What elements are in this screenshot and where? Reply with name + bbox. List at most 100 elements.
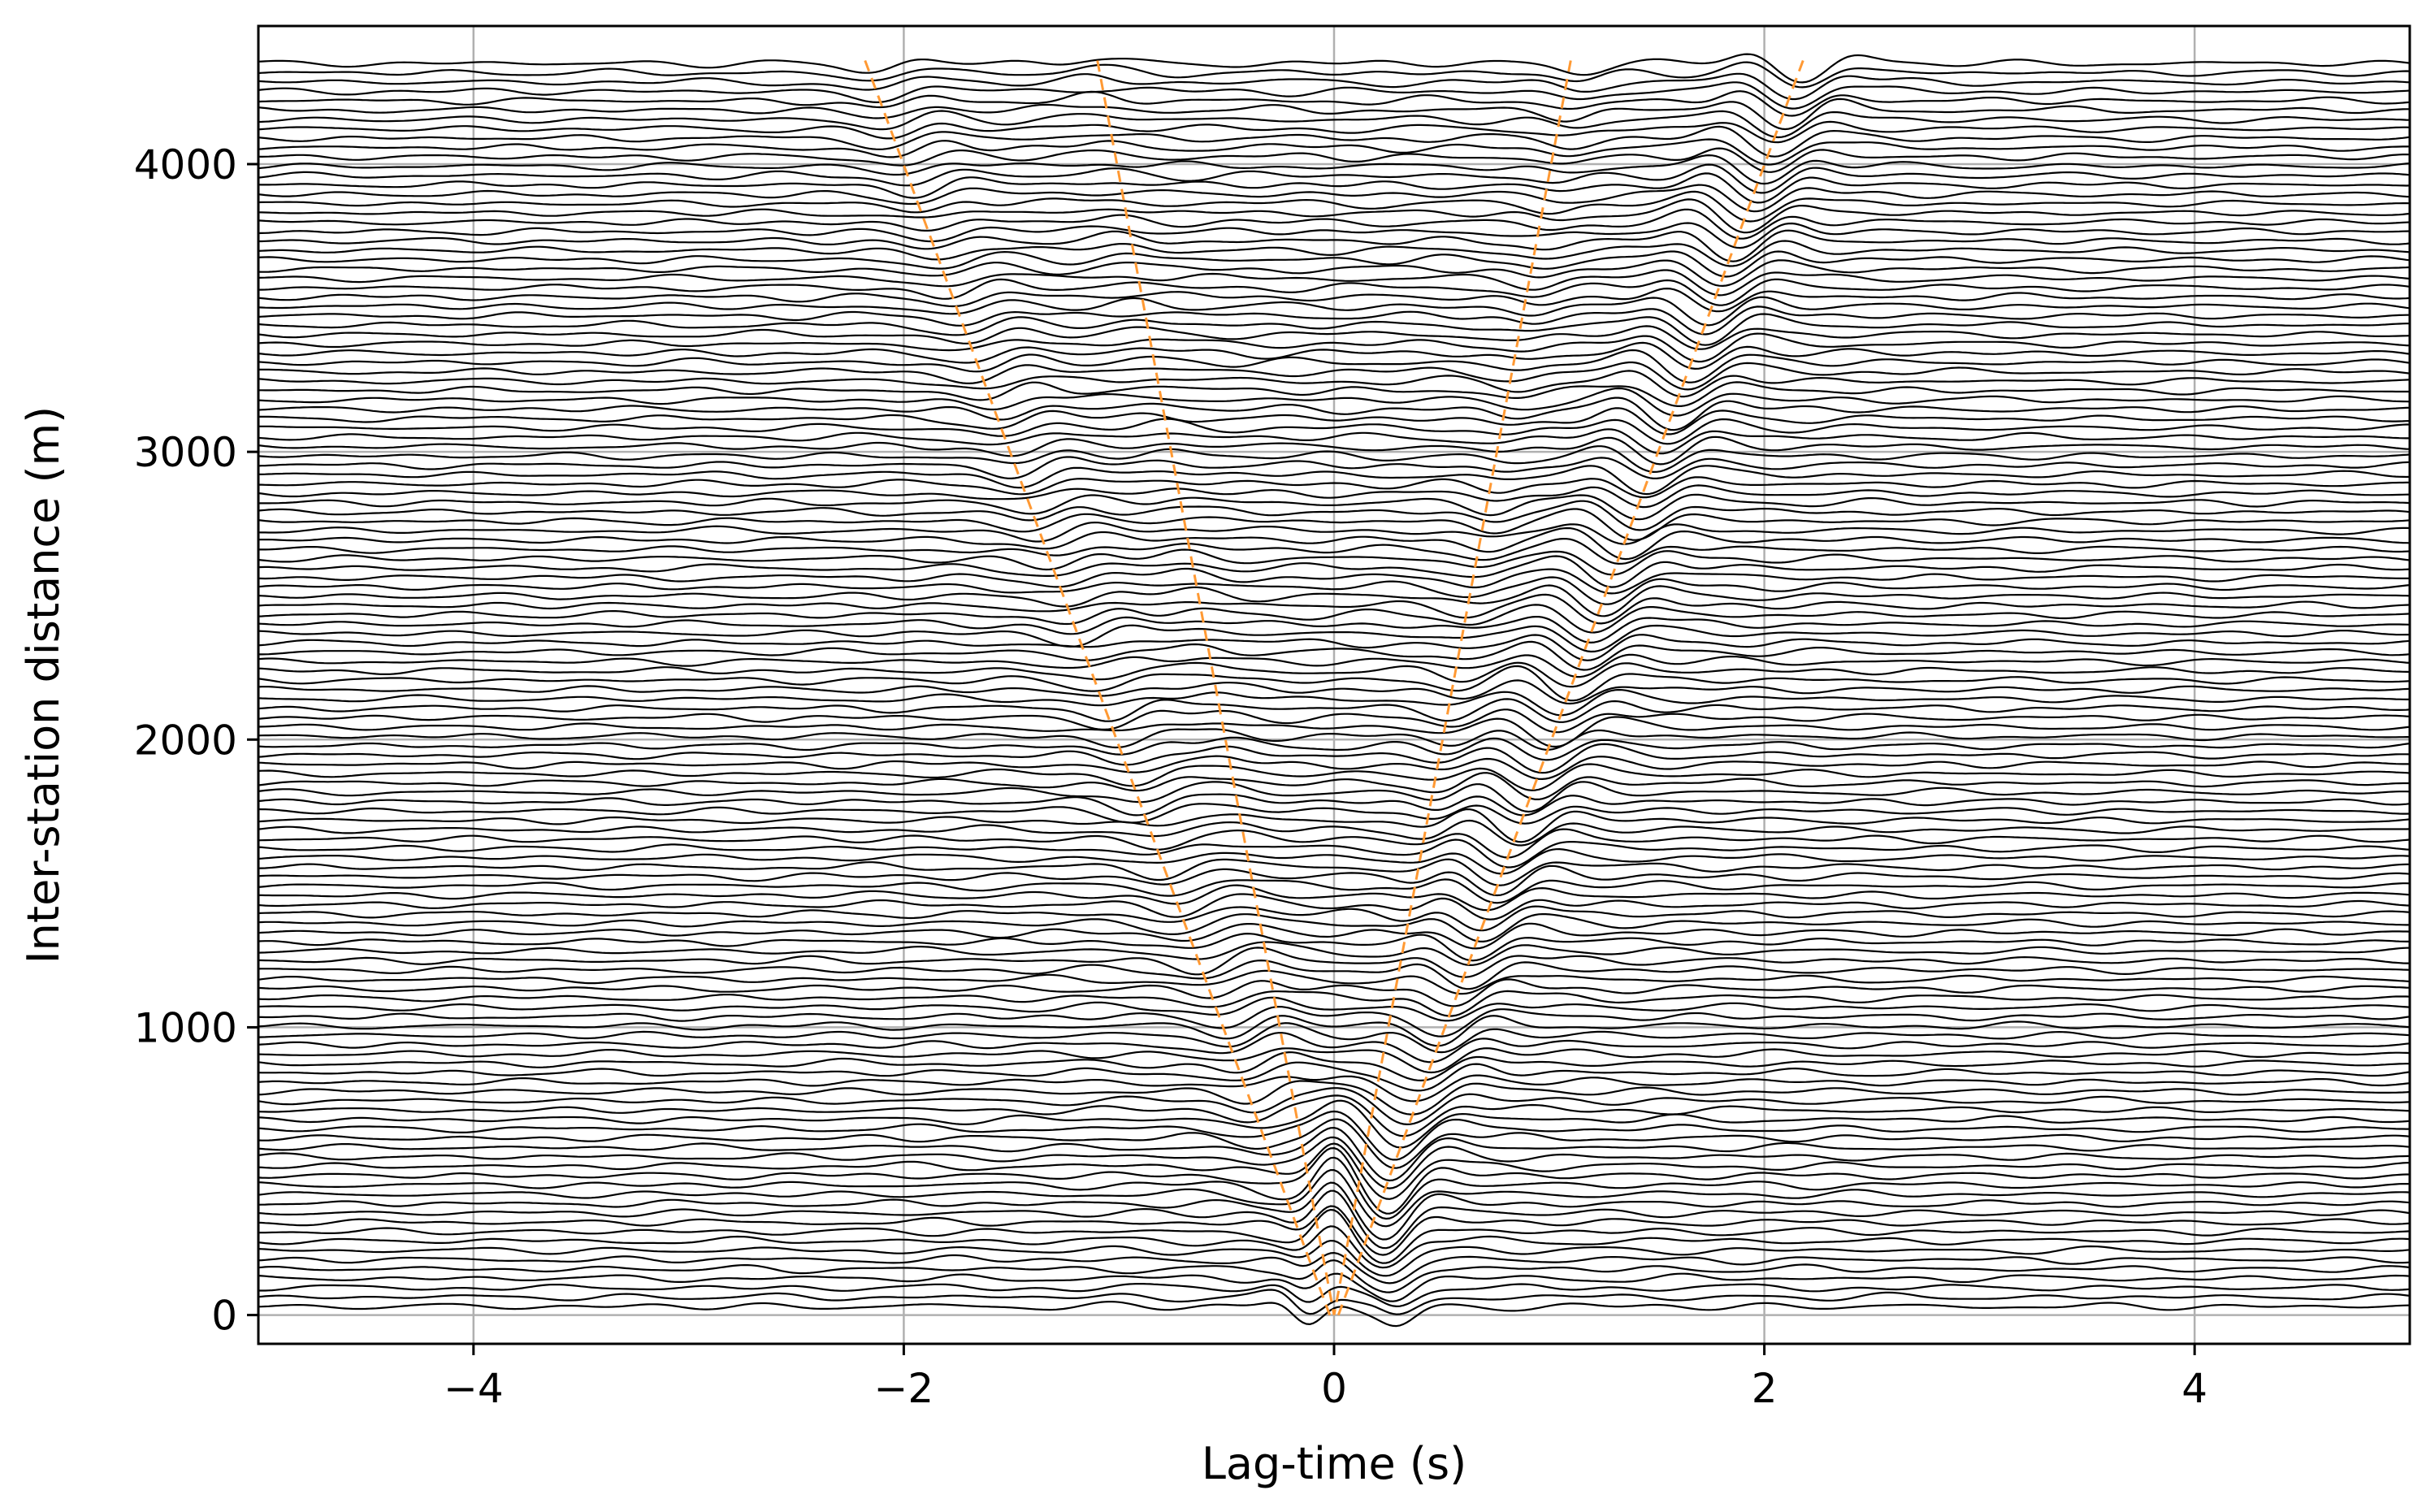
trace-line <box>258 828 2410 859</box>
trace-line <box>258 198 2410 234</box>
trace-line <box>258 819 2410 847</box>
trace-line <box>258 508 2410 541</box>
trace-line <box>258 484 2410 509</box>
trace-line <box>258 878 2410 904</box>
trace-line <box>258 1136 2410 1189</box>
trace-line <box>258 708 2410 734</box>
trace-line <box>258 1283 2410 1307</box>
trace-line <box>258 1061 2410 1092</box>
x-tick-label: 0 <box>1321 1365 1347 1412</box>
trace-line <box>258 1205 2410 1256</box>
trace-line <box>258 1142 2410 1200</box>
trace-line <box>258 72 2410 101</box>
trace-line <box>258 728 2410 751</box>
trace-line <box>258 349 2410 383</box>
trace-line <box>258 763 2410 791</box>
x-axis-label: Lag-time (s) <box>1202 1438 1466 1489</box>
trace-line <box>258 679 2410 705</box>
trace-line <box>258 1099 2410 1149</box>
trace-line <box>258 229 2410 262</box>
y-tick-label: 1000 <box>134 1004 237 1051</box>
trace-line <box>258 269 2410 297</box>
trace-line <box>258 555 2410 588</box>
trace-line <box>258 604 2410 634</box>
moveout-lines <box>864 59 1804 1316</box>
trace-line <box>258 154 2410 185</box>
trace-line <box>258 1259 2410 1293</box>
trace-line <box>258 947 2410 978</box>
trace-line <box>258 1118 2410 1169</box>
trace-line <box>258 1147 2410 1215</box>
trace-line <box>258 772 2410 800</box>
trace-line <box>258 990 2410 1017</box>
x-tick-label: 4 <box>2181 1365 2207 1412</box>
trace-line <box>258 305 2410 336</box>
trace-line <box>258 341 2410 370</box>
trace-line <box>258 97 2410 131</box>
trace-line <box>258 110 2410 139</box>
trace-line <box>258 688 2410 717</box>
trace-line <box>258 493 2410 521</box>
trace-line <box>258 522 2410 545</box>
y-axis-ticks: 0 1000 2000 3000 4000 <box>134 141 258 1340</box>
trace-line <box>258 884 2410 912</box>
trace-line <box>258 325 2410 350</box>
trace-line <box>258 435 2410 466</box>
trace-line <box>258 913 2410 942</box>
trace-line <box>258 905 2410 932</box>
trace-line <box>258 1208 2410 1264</box>
y-tick-label: 3000 <box>134 429 237 476</box>
trace-line <box>258 465 2410 496</box>
trace-line <box>258 1074 2410 1103</box>
trace-line <box>258 781 2410 813</box>
trace-line <box>258 538 2410 565</box>
trace-line <box>258 593 2410 625</box>
trace-line <box>258 381 2410 407</box>
trace-line <box>258 1301 2410 1328</box>
trace-line <box>258 1080 2410 1116</box>
trace-line <box>258 1181 2410 1241</box>
trace-line <box>258 259 2410 287</box>
trace-line <box>258 1094 2410 1137</box>
trace-line <box>258 296 2410 327</box>
trace-line <box>258 1032 2410 1064</box>
trace-line <box>258 996 2410 1022</box>
trace-line <box>258 147 2410 173</box>
trace-line <box>258 803 2410 825</box>
trace-line <box>258 1087 2410 1125</box>
trace-line <box>258 1240 2410 1277</box>
trace-line <box>258 969 2410 995</box>
trace-line <box>258 1015 2410 1047</box>
trace-line <box>258 53 2410 84</box>
trace-line <box>258 743 2410 774</box>
trace-line <box>258 1289 2410 1315</box>
trace-line <box>258 476 2410 499</box>
trace-line <box>258 445 2410 473</box>
moveout-line <box>1096 60 1336 1315</box>
trace-line <box>258 661 2410 688</box>
x-tick-label: −4 <box>444 1365 504 1412</box>
trace-line <box>258 456 2410 479</box>
trace-line <box>258 370 2410 398</box>
x-tick-label: 2 <box>1752 1365 1778 1412</box>
trace-line <box>258 1189 2410 1250</box>
y-axis-label: Inter-station distance (m) <box>18 406 69 964</box>
x-tick-label: −2 <box>874 1365 934 1412</box>
trace-line <box>258 313 2410 346</box>
trace-line <box>258 120 2410 144</box>
trace-line <box>258 361 2410 391</box>
trace-line <box>258 407 2410 435</box>
x-axis-ticks: −4 −2 0 2 4 <box>444 1344 2207 1412</box>
wiggle-traces <box>258 53 2410 1328</box>
trace-line <box>258 1169 2410 1228</box>
trace-line <box>258 653 2410 678</box>
trace-line <box>258 172 2410 204</box>
y-tick-label: 0 <box>211 1293 237 1340</box>
trace-line <box>258 125 2410 158</box>
trace-line <box>258 1272 2410 1302</box>
trace-line <box>258 584 2410 617</box>
trace-line <box>258 240 2410 267</box>
trace-line <box>258 858 2410 886</box>
trace-line <box>258 624 2410 653</box>
